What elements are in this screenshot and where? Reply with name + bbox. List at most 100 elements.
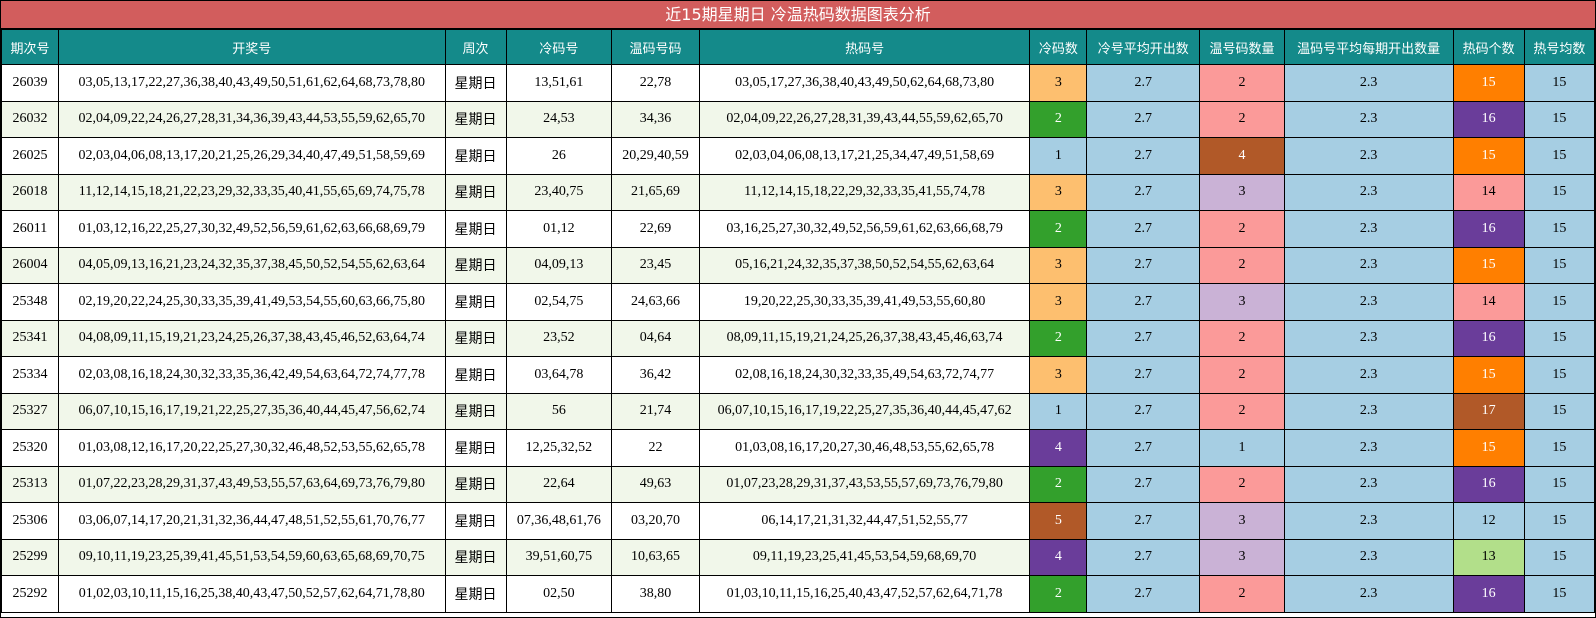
table-body: 26039 03,05,13,17,22,27,36,38,40,43,49,50… xyxy=(1,64,1596,613)
table-row: 26011 01,03,12,16,22,25,27,30,32,49,52,56… xyxy=(1,210,1596,248)
hot-avg-cell: 15 xyxy=(1523,575,1596,613)
table-row: 25299 09,10,11,19,23,25,39,41,45,51,53,54… xyxy=(1,538,1596,576)
hot-avg-cell: 15 xyxy=(1523,356,1596,394)
warm-avg-cell: 2.3 xyxy=(1283,465,1454,503)
weekday-cell: 星期日 xyxy=(444,392,507,430)
hot-avg-cell: 15 xyxy=(1523,173,1596,211)
issue-cell: 26004 xyxy=(1,246,59,284)
hot-numbers-cell: 19,20,22,25,30,33,35,39,41,49,53,55,60,8… xyxy=(698,283,1031,321)
issue-cell: 25299 xyxy=(1,538,59,576)
table-row: 26004 04,05,09,13,16,21,23,24,32,35,37,38… xyxy=(1,246,1596,284)
hot-avg-cell: 15 xyxy=(1523,100,1596,138)
warm-count-cell: 2 xyxy=(1199,356,1285,394)
hot-count-cell: 14 xyxy=(1452,283,1525,321)
col-header-hot: 热码号 xyxy=(698,29,1031,65)
cold-numbers-cell: 07,36,48,61,76 xyxy=(505,502,613,540)
table-row: 25306 03,06,07,14,17,20,21,31,32,36,44,47… xyxy=(1,502,1596,540)
hot-count-cell: 16 xyxy=(1452,465,1525,503)
weekday-cell: 星期日 xyxy=(444,137,507,175)
warm-numbers-cell: 03,20,70 xyxy=(611,502,700,540)
hot-count-cell: 16 xyxy=(1452,575,1525,613)
draw-numbers-cell: 04,05,09,13,16,21,23,24,32,35,37,38,45,5… xyxy=(57,246,446,284)
col-header-cold-avg: 冷号平均开出数 xyxy=(1086,29,1201,65)
draw-numbers-cell: 03,05,13,17,22,27,36,38,40,43,49,50,51,6… xyxy=(57,64,446,102)
cold-numbers-cell: 04,09,13 xyxy=(505,246,613,284)
warm-numbers-cell: 04,64 xyxy=(611,319,700,357)
hot-numbers-cell: 01,07,23,28,29,31,37,43,53,55,57,69,73,7… xyxy=(698,465,1031,503)
issue-cell: 25348 xyxy=(1,283,59,321)
issue-cell: 25306 xyxy=(1,502,59,540)
col-header-warm-count: 温号码数量 xyxy=(1199,29,1285,65)
col-header-week: 周次 xyxy=(444,29,507,65)
data-table: 期次号 开奖号 周次 冷码号 温码号码 热码号 冷码数 冷号平均开出数 温号码数… xyxy=(1,29,1596,613)
warm-avg-cell: 2.3 xyxy=(1283,356,1454,394)
col-header-draw: 开奖号 xyxy=(57,29,446,65)
cold-avg-cell: 2.7 xyxy=(1086,210,1201,248)
cold-numbers-cell: 24,53 xyxy=(505,100,613,138)
draw-numbers-cell: 01,03,12,16,22,25,27,30,32,49,52,56,59,6… xyxy=(57,210,446,248)
weekday-cell: 星期日 xyxy=(444,210,507,248)
warm-count-cell: 4 xyxy=(1199,137,1285,175)
issue-cell: 25313 xyxy=(1,465,59,503)
warm-numbers-cell: 38,80 xyxy=(611,575,700,613)
hot-count-cell: 13 xyxy=(1452,538,1525,576)
cold-avg-cell: 2.7 xyxy=(1086,502,1201,540)
table-row: 25341 04,08,09,11,15,19,21,23,24,25,26,37… xyxy=(1,319,1596,357)
hot-count-cell: 15 xyxy=(1452,356,1525,394)
hot-avg-cell: 15 xyxy=(1523,465,1596,503)
weekday-cell: 星期日 xyxy=(444,173,507,211)
header-row: 期次号 开奖号 周次 冷码号 温码号码 热码号 冷码数 冷号平均开出数 温号码数… xyxy=(1,29,1596,65)
table-row: 25292 01,02,03,10,11,15,16,25,38,40,43,47… xyxy=(1,575,1596,613)
weekday-cell: 星期日 xyxy=(444,575,507,613)
cold-count-cell: 4 xyxy=(1029,429,1088,467)
warm-count-cell: 2 xyxy=(1199,100,1285,138)
table-row: 25348 02,19,20,22,24,25,30,33,35,39,41,49… xyxy=(1,283,1596,321)
hot-avg-cell: 15 xyxy=(1523,246,1596,284)
hot-numbers-cell: 03,05,17,27,36,38,40,43,49,50,62,64,68,7… xyxy=(698,64,1031,102)
issue-cell: 26025 xyxy=(1,137,59,175)
warm-numbers-cell: 21,65,69 xyxy=(611,173,700,211)
warm-avg-cell: 2.3 xyxy=(1283,100,1454,138)
warm-avg-cell: 2.3 xyxy=(1283,575,1454,613)
warm-numbers-cell: 22,78 xyxy=(611,64,700,102)
cold-numbers-cell: 12,25,32,52 xyxy=(505,429,613,467)
issue-cell: 26039 xyxy=(1,64,59,102)
hot-count-cell: 15 xyxy=(1452,64,1525,102)
warm-count-cell: 2 xyxy=(1199,392,1285,430)
draw-numbers-cell: 02,03,08,16,18,24,30,32,33,35,36,42,49,5… xyxy=(57,356,446,394)
hot-numbers-cell: 01,03,10,11,15,16,25,40,43,47,52,57,62,6… xyxy=(698,575,1031,613)
weekday-cell: 星期日 xyxy=(444,502,507,540)
cold-numbers-cell: 23,40,75 xyxy=(505,173,613,211)
draw-numbers-cell: 01,02,03,10,11,15,16,25,38,40,43,47,50,5… xyxy=(57,575,446,613)
warm-avg-cell: 2.3 xyxy=(1283,319,1454,357)
cold-count-cell: 5 xyxy=(1029,502,1088,540)
table-row: 25313 01,07,22,23,28,29,31,37,43,49,53,55… xyxy=(1,465,1596,503)
warm-avg-cell: 2.3 xyxy=(1283,538,1454,576)
issue-cell: 25292 xyxy=(1,575,59,613)
cold-numbers-cell: 01,12 xyxy=(505,210,613,248)
cold-avg-cell: 2.7 xyxy=(1086,64,1201,102)
hot-numbers-cell: 02,04,09,22,26,27,28,31,39,43,44,55,59,6… xyxy=(698,100,1031,138)
cold-numbers-cell: 23,52 xyxy=(505,319,613,357)
warm-count-cell: 2 xyxy=(1199,246,1285,284)
cold-avg-cell: 2.7 xyxy=(1086,392,1201,430)
cold-numbers-cell: 13,51,61 xyxy=(505,64,613,102)
warm-numbers-cell: 20,29,40,59 xyxy=(611,137,700,175)
cold-count-cell: 1 xyxy=(1029,137,1088,175)
warm-avg-cell: 2.3 xyxy=(1283,64,1454,102)
warm-count-cell: 2 xyxy=(1199,319,1285,357)
draw-numbers-cell: 02,19,20,22,24,25,30,33,35,39,41,49,53,5… xyxy=(57,283,446,321)
warm-numbers-cell: 22 xyxy=(611,429,700,467)
table-row: 25320 01,03,08,12,16,17,20,22,25,27,30,32… xyxy=(1,429,1596,467)
hot-numbers-cell: 08,09,11,15,19,21,24,25,26,37,38,43,45,4… xyxy=(698,319,1031,357)
weekday-cell: 星期日 xyxy=(444,64,507,102)
hot-numbers-cell: 03,16,25,27,30,32,49,52,56,59,61,62,63,6… xyxy=(698,210,1031,248)
hot-count-cell: 16 xyxy=(1452,319,1525,357)
hot-avg-cell: 15 xyxy=(1523,210,1596,248)
cold-count-cell: 4 xyxy=(1029,538,1088,576)
draw-numbers-cell: 09,10,11,19,23,25,39,41,45,51,53,54,59,6… xyxy=(57,538,446,576)
cold-avg-cell: 2.7 xyxy=(1086,538,1201,576)
draw-numbers-cell: 02,03,04,06,08,13,17,20,21,25,26,29,34,4… xyxy=(57,137,446,175)
cold-numbers-cell: 56 xyxy=(505,392,613,430)
warm-numbers-cell: 10,63,65 xyxy=(611,538,700,576)
